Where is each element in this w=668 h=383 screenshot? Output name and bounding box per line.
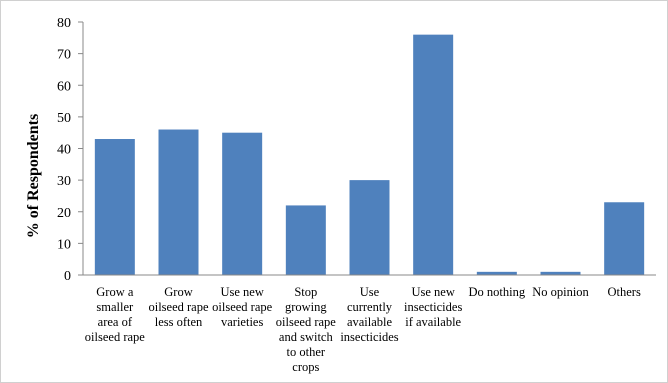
- y-tick-label: 20: [57, 206, 71, 221]
- x-category-label: Stop growing oilseed rape and switch to othe…: [276, 285, 336, 374]
- x-category-label-line: oilseed rape: [148, 300, 208, 314]
- x-category-label-line: Stop: [294, 285, 317, 299]
- x-category-label-line: area of: [98, 315, 133, 329]
- x-category-label-line: oilseed rape: [276, 315, 336, 329]
- x-category-label-line: and switch: [279, 330, 334, 344]
- x-category-label-line: Do nothing: [469, 285, 526, 299]
- y-tick-label: 50: [57, 111, 71, 126]
- x-category-label: Grow a smaller area of oilseed rape: [85, 285, 145, 344]
- x-category-label-line: insecticides: [340, 330, 398, 344]
- bar: [94, 139, 135, 275]
- bar: [413, 34, 454, 276]
- bar: [604, 202, 645, 275]
- x-category-label-line: crops: [292, 360, 319, 374]
- bar: [285, 205, 326, 275]
- x-category-label: No opinion: [532, 285, 589, 299]
- x-category-label-line: Use new: [220, 285, 263, 299]
- x-category-label-line: varieties: [221, 315, 263, 329]
- bar: [158, 129, 199, 275]
- x-category-label-line: oilseed rape: [85, 330, 145, 344]
- y-axis-title: % of Respondents: [25, 114, 42, 238]
- y-tick-label: 10: [57, 237, 71, 252]
- y-tick-label: 40: [57, 143, 71, 158]
- x-category-label-line: Grow: [164, 285, 192, 299]
- x-category-label-line: No opinion: [532, 285, 589, 299]
- y-tick-label: 70: [57, 48, 71, 63]
- bar: [540, 271, 581, 275]
- x-category-label: Grow oilseed rape less often: [148, 285, 208, 329]
- x-category-label-line: insecticides: [404, 300, 462, 314]
- bar: [349, 180, 390, 275]
- x-category-label-line: growing: [285, 300, 327, 314]
- x-category-label-line: currently: [347, 300, 393, 314]
- y-tick-label: 30: [57, 174, 71, 189]
- x-category-label-line: smaller: [96, 300, 134, 314]
- x-category-label: Use new insecticides if available: [404, 285, 462, 329]
- bar: [476, 271, 517, 275]
- x-category-label-line: Grow a: [96, 285, 134, 299]
- x-category-label: Others: [608, 285, 641, 299]
- x-category-label-line: less often: [155, 315, 203, 329]
- x-category-label-line: oilseed rape: [212, 300, 272, 314]
- x-category-label-line: Use: [360, 285, 380, 299]
- bar: [222, 132, 263, 275]
- x-category-label: Use currently available insecticides: [340, 285, 398, 344]
- y-tick-label: 60: [57, 79, 71, 94]
- y-tick-label: 80: [57, 16, 71, 31]
- x-category-label-line: Use new: [411, 285, 454, 299]
- x-category-label: Do nothing: [469, 285, 526, 299]
- x-category-label-line: available: [347, 315, 393, 329]
- y-tick-label: 0: [64, 269, 71, 284]
- x-category-label-line: Others: [608, 285, 641, 299]
- bars: [94, 34, 645, 276]
- y-axis-ticks: 0 10 20 30 40 50 60 70 80: [57, 16, 83, 284]
- x-category-label: Use new oilseed rape varieties: [212, 285, 272, 329]
- x-category-label-line: to other: [287, 345, 326, 359]
- x-category-label-line: if available: [405, 315, 461, 329]
